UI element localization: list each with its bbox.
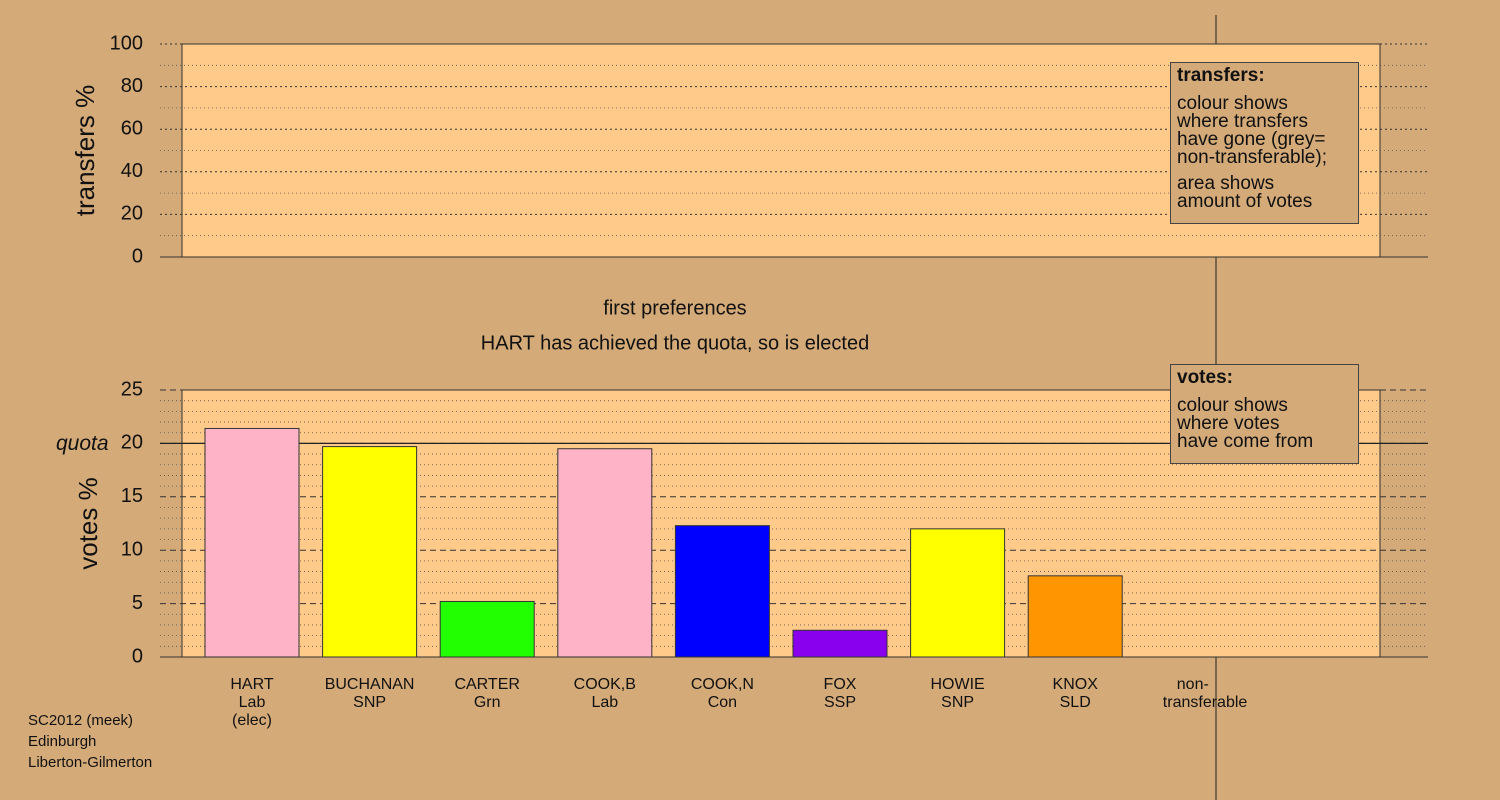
x-tick-label: HOWIE — [930, 676, 984, 693]
legend-text: colour shows — [1177, 93, 1288, 114]
y-tick-label: 25 — [121, 378, 143, 400]
chart-title: first preferences — [603, 297, 746, 319]
y-axis-label: votes % — [73, 477, 103, 570]
party-label: SLD — [1060, 694, 1091, 711]
legend-text: where votes — [1177, 413, 1280, 434]
legend-text: where transfers — [1177, 111, 1308, 132]
party-label: Lab — [591, 694, 618, 711]
legend-paragraph: area shows amount of votes — [1177, 173, 1352, 212]
party-label: Lab — [239, 694, 266, 711]
y-tick-label: 60 — [121, 117, 143, 139]
x-tick-label: FOX — [824, 676, 857, 693]
y-tick-label: 20 — [121, 203, 143, 225]
bar — [322, 446, 418, 658]
legend-text: have gone (grey= — [1177, 129, 1326, 150]
party-label: SNP — [353, 694, 386, 711]
x-tick-label: HART — [230, 676, 273, 693]
x-tick-label: KNOX — [1053, 676, 1099, 693]
bar — [1027, 575, 1123, 658]
x-tick-label: non-transferable — [1162, 676, 1248, 711]
bar — [792, 629, 888, 658]
y-tick-label: 5 — [132, 592, 143, 614]
bar — [204, 427, 300, 658]
legend-text: colour shows — [1177, 395, 1288, 416]
y-axis-label: transfers % — [70, 85, 100, 217]
bar — [557, 448, 653, 658]
chart-subtitle: HART has achieved the quota, so is elect… — [481, 332, 869, 354]
legend-paragraph: colour shows where transfers have gone (gr… — [1177, 93, 1352, 168]
legend-title: votes: — [1177, 367, 1233, 388]
party-label: SNP — [941, 694, 974, 711]
legend-box: transfers: colour shows where transfers hav… — [1170, 62, 1359, 224]
y-tick-label: 0 — [132, 645, 143, 667]
party-label: Con — [708, 694, 737, 711]
legend-text: non-transferable); — [1177, 147, 1327, 168]
y-tick-label: 20 — [121, 432, 143, 454]
bar — [910, 528, 1006, 658]
x-tick-label: BUCHANAN — [325, 676, 415, 693]
legend-title: transfers: — [1177, 65, 1265, 86]
bar — [674, 525, 770, 658]
y-tick-label: 80 — [121, 75, 143, 97]
legend-text: amount of votes — [1177, 191, 1313, 212]
footer-text: Edinburgh — [28, 733, 96, 750]
footer-text: SC2012 (meek) — [28, 712, 133, 729]
legend-text: area shows — [1177, 173, 1275, 194]
y-tick-label: 10 — [121, 538, 143, 560]
x-tick-label: CARTER — [454, 676, 520, 693]
y-tick-label: 0 — [132, 245, 143, 267]
legend-text: have come from — [1177, 431, 1314, 452]
quota-label: quota — [56, 432, 109, 455]
legend-paragraph: colour shows where votes have come from — [1177, 395, 1352, 452]
y-tick-label: 15 — [121, 485, 143, 507]
y-tick-label: 40 — [121, 160, 143, 182]
bar — [439, 600, 535, 658]
party-label: SSP — [824, 694, 856, 711]
legend-box: votes: colour shows where votes have come f… — [1170, 364, 1359, 464]
x-tick-label: COOK,B — [574, 676, 636, 693]
footer-text: Liberton-Gilmerton — [28, 754, 152, 771]
y-tick-label: 100 — [110, 32, 143, 54]
note-label: (elec) — [232, 712, 272, 729]
x-tick-label: COOK,N — [691, 676, 754, 693]
party-label: Grn — [474, 694, 501, 711]
